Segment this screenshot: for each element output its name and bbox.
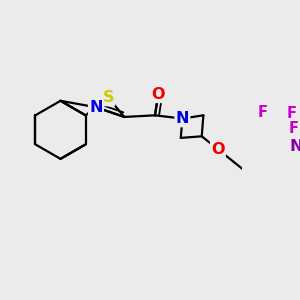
Text: N: N (290, 139, 300, 154)
Text: S: S (103, 90, 114, 105)
Text: F: F (258, 105, 268, 120)
Text: N: N (176, 111, 189, 126)
Text: O: O (152, 87, 165, 102)
Text: F: F (289, 121, 299, 136)
Text: O: O (211, 142, 225, 157)
Text: N: N (89, 100, 103, 115)
Text: F: F (287, 106, 297, 121)
